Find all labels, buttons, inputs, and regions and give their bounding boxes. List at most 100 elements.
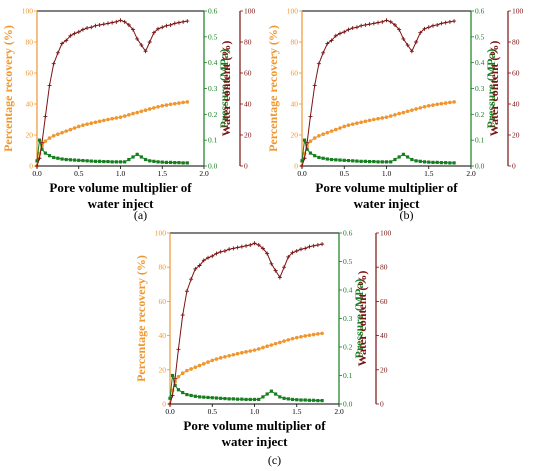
water-tick-label: 60 xyxy=(380,297,388,306)
recovery-point xyxy=(152,106,156,110)
recovery-point xyxy=(180,371,185,376)
recovery-point xyxy=(114,116,119,120)
x-tick-label: 0.0 xyxy=(297,169,307,178)
water-point xyxy=(147,40,152,44)
water-point xyxy=(139,43,144,48)
pressure-point xyxy=(170,373,175,378)
recovery-point xyxy=(363,119,368,124)
pressure-point xyxy=(372,160,376,164)
water-point xyxy=(85,26,90,31)
pressure-point xyxy=(308,151,313,155)
water-point xyxy=(143,49,148,54)
water-point xyxy=(239,244,244,249)
water-point xyxy=(303,246,308,251)
water-point xyxy=(189,277,194,282)
water-point xyxy=(300,164,304,168)
x-tick-label: 1.0 xyxy=(116,169,126,178)
left-tick-label: 40 xyxy=(159,331,167,340)
recovery-point xyxy=(223,355,227,359)
water-point xyxy=(173,376,178,381)
recovery-point xyxy=(388,114,393,118)
pressure-point xyxy=(448,161,452,165)
water-tick-label: 60 xyxy=(244,69,252,78)
water-point xyxy=(447,19,452,24)
x-axis-title: water inject xyxy=(354,196,420,211)
x-axis-title: water inject xyxy=(88,196,154,211)
recovery-point xyxy=(303,334,308,338)
pressure-tick-label: 0.1 xyxy=(208,136,218,145)
pressure-point xyxy=(299,398,303,402)
pressure-point xyxy=(177,161,181,165)
recovery-point xyxy=(410,108,414,112)
water-point xyxy=(89,25,94,30)
water-point xyxy=(47,83,52,88)
recovery-point xyxy=(307,333,312,338)
water-point xyxy=(156,26,161,31)
water-point xyxy=(101,22,106,27)
pressure-point xyxy=(156,160,160,164)
water-point xyxy=(244,243,249,248)
water-tick-label: 40 xyxy=(380,331,388,340)
water-tick-label: 0 xyxy=(380,400,384,409)
recovery-point xyxy=(376,116,380,121)
pressure-point xyxy=(173,383,177,388)
pressure-point xyxy=(214,396,219,400)
pressure-point xyxy=(300,159,304,163)
water-point xyxy=(201,258,206,263)
water-point xyxy=(286,254,291,259)
recovery-point xyxy=(256,347,261,351)
water-point xyxy=(252,241,257,246)
pressure-point xyxy=(40,147,44,151)
recovery-point xyxy=(206,360,210,364)
x-tick-label: 2.0 xyxy=(334,407,344,416)
recovery-point xyxy=(106,117,110,122)
water-point xyxy=(414,40,419,44)
water-point xyxy=(350,26,355,31)
recovery-point xyxy=(189,367,193,371)
pressure-point xyxy=(202,395,206,399)
pressure-tick-label: 0.2 xyxy=(475,110,485,119)
pressure-axis-title: Pressure (MPa) xyxy=(352,279,366,359)
water-tick-label: 80 xyxy=(380,263,388,272)
pressure-point xyxy=(181,391,185,395)
water-point xyxy=(227,247,232,252)
water-point xyxy=(359,23,364,28)
water-point xyxy=(277,275,282,280)
pressure-point xyxy=(60,157,64,161)
pressure-tick-label: 0.1 xyxy=(475,136,485,145)
recovery-point xyxy=(244,350,248,354)
recovery-point xyxy=(235,351,240,356)
recovery-point xyxy=(350,122,355,126)
pressure-point xyxy=(227,397,231,401)
recovery-point xyxy=(422,104,427,109)
water-point xyxy=(388,19,393,24)
pressure-point xyxy=(338,158,342,162)
x-axis-title: Pore volume multiplier of xyxy=(183,418,326,433)
water-point xyxy=(325,41,330,46)
recovery-point xyxy=(321,132,325,137)
pressure-point xyxy=(244,397,248,402)
left-tick-label: 20 xyxy=(159,365,167,374)
water-series-line xyxy=(169,242,323,405)
x-tick-label: 1.5 xyxy=(424,169,434,178)
pressure-tick-label: 0.0 xyxy=(475,162,485,171)
pressure-point xyxy=(269,389,273,393)
water-point xyxy=(422,26,427,31)
recovery-point xyxy=(76,124,81,129)
pressure-point xyxy=(68,158,72,162)
pressure-point xyxy=(106,160,110,164)
pressure-point xyxy=(355,159,359,163)
water-tick-label: 80 xyxy=(244,38,252,47)
water-point xyxy=(282,265,287,270)
recovery-point xyxy=(51,133,56,138)
water-point xyxy=(380,19,385,24)
pressure-point xyxy=(252,397,257,402)
left-tick-label: 0 xyxy=(162,400,166,409)
pressure-tick-label: 0.3 xyxy=(343,314,353,323)
water-point xyxy=(392,22,397,27)
recovery-point xyxy=(168,102,173,107)
left-tick-label: 80 xyxy=(291,38,299,47)
recovery-point xyxy=(384,115,389,119)
recovery-point xyxy=(248,349,253,353)
water-tick-label: 40 xyxy=(512,100,520,109)
